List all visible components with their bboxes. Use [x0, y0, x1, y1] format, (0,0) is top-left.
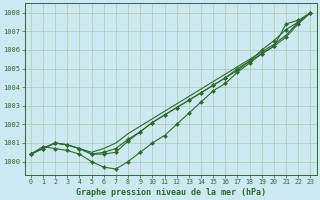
X-axis label: Graphe pression niveau de la mer (hPa): Graphe pression niveau de la mer (hPa) [76, 188, 266, 197]
